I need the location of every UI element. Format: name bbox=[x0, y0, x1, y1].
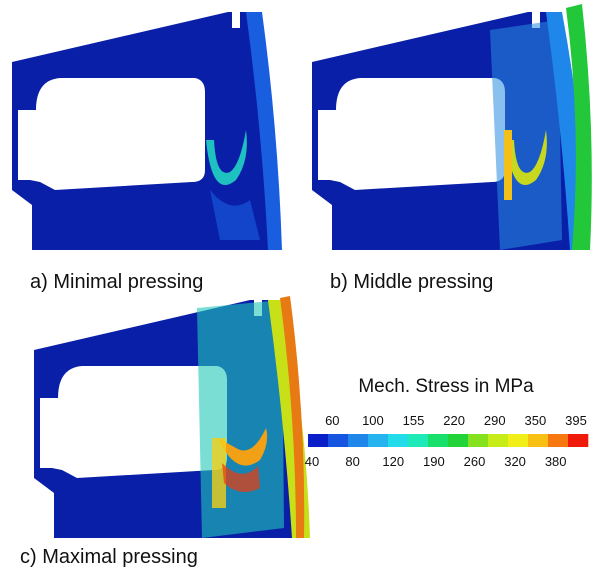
caption: a) Minimal pressing bbox=[30, 271, 203, 293]
stress-plot-c bbox=[34, 296, 310, 538]
colorbar-label: 80 bbox=[345, 454, 359, 469]
legend-title: Mech. Stress in MPa bbox=[358, 376, 534, 397]
colorbar-label: 40 bbox=[305, 454, 319, 469]
color-cell bbox=[508, 434, 528, 447]
colorbar-label: 60 bbox=[325, 413, 339, 428]
color-cell bbox=[368, 434, 388, 447]
colorbar-label: 290 bbox=[484, 413, 506, 428]
color-cell bbox=[328, 434, 348, 447]
color-cell bbox=[408, 434, 428, 447]
caption: c) Maximal pressing bbox=[20, 546, 198, 568]
color-cell bbox=[488, 434, 508, 447]
figure: a) Minimal pressing b) Middle pressing c… bbox=[0, 0, 606, 571]
colorbar-label: 220 bbox=[443, 413, 465, 428]
color-cell bbox=[308, 434, 328, 447]
colorbar-label: 380 bbox=[545, 454, 567, 469]
color-cell bbox=[388, 434, 408, 447]
colorbar-label: 190 bbox=[423, 454, 445, 469]
color-cell bbox=[448, 434, 468, 447]
colorbar-label: 100 bbox=[362, 413, 384, 428]
colorbar-label: 260 bbox=[464, 454, 486, 469]
color-cell bbox=[468, 434, 488, 447]
colorbar: 40 60 80 100 120 155 190 220 260 290 320 350 380 395 bbox=[305, 413, 589, 469]
color-cell bbox=[348, 434, 368, 447]
colorbar-label: 350 bbox=[525, 413, 547, 428]
stress-plot-b bbox=[312, 4, 592, 250]
color-cell bbox=[548, 434, 568, 447]
caption: b) Middle pressing bbox=[330, 271, 493, 293]
colorbar-label: 320 bbox=[504, 454, 526, 469]
colorbar-label: 120 bbox=[382, 454, 404, 469]
colorbar-label: 395 bbox=[565, 413, 587, 428]
color-cell bbox=[528, 434, 548, 447]
stress-plot-a bbox=[12, 12, 282, 250]
color-cell bbox=[428, 434, 448, 447]
colorbar-label: 155 bbox=[403, 413, 425, 428]
color-cell bbox=[568, 434, 588, 447]
